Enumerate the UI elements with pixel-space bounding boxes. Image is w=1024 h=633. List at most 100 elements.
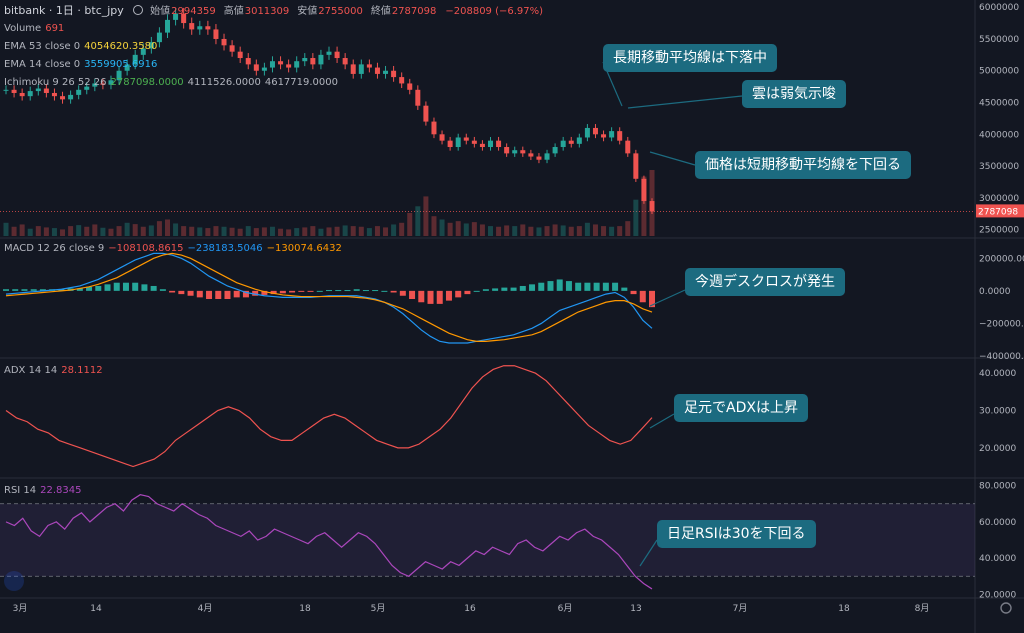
ohlc-item: 安値2755000 — [297, 6, 367, 17]
x-tick-label: 5月 — [371, 603, 386, 614]
candle-body — [302, 58, 308, 62]
legend-value: 22.8345 — [40, 485, 82, 496]
candle-body — [294, 61, 300, 68]
macd-histogram-bar — [270, 290, 277, 295]
volume-bar — [43, 227, 49, 236]
macd-histogram-bar — [538, 282, 545, 291]
volume-bar — [576, 226, 582, 236]
volume-bar — [584, 222, 590, 236]
legend-row[interactable]: Volume 691 — [4, 22, 68, 36]
price-tick-label: 2500000 — [979, 226, 1019, 236]
volume-bar — [592, 224, 598, 236]
legend-row[interactable]: RSI 14 22.8345 — [4, 484, 86, 498]
volume-bar — [350, 226, 356, 236]
candle-body — [423, 105, 429, 122]
candle-body — [229, 45, 235, 52]
volume-bar — [221, 226, 227, 236]
rsi-band-fill — [0, 503, 975, 577]
legend-row[interactable]: ADX 14 14 28.1112 — [4, 364, 107, 378]
annotation-connector — [649, 289, 686, 307]
macd-histogram-bar — [141, 284, 148, 291]
volume-bar — [431, 216, 437, 236]
legend-label: ADX 14 14 — [4, 365, 58, 376]
volume-bar — [342, 225, 348, 236]
macd-histogram-bar — [455, 290, 462, 298]
legend-row[interactable]: Ichimoku 9 26 52 26 2787098.0000 4111526.0… — [4, 76, 342, 90]
volume-bar — [253, 228, 259, 236]
macd-histogram-bar — [519, 285, 526, 291]
candle-body — [536, 156, 542, 160]
volume-bar — [471, 222, 477, 236]
volume-bar — [213, 226, 219, 236]
ohlc-item: 高値3011309 — [224, 6, 294, 17]
volume-bar — [261, 227, 267, 236]
candle-body — [479, 143, 485, 148]
macd-histogram-bar — [21, 289, 28, 291]
candle-body — [124, 64, 130, 71]
candle-body — [253, 64, 259, 71]
ohlc-item: −208809 (−6.97%) — [444, 6, 547, 17]
symbol-title[interactable]: bitbank · 1日 · btc_jpy — [4, 4, 124, 17]
macd-histogram-bar — [335, 290, 342, 292]
candle-body — [76, 89, 82, 95]
x-tick-label: 18 — [299, 604, 311, 614]
annotation-long-ema-falling: 長期移動平均線は下落中 — [603, 44, 777, 72]
volume-bar — [148, 225, 154, 236]
volume-bar — [407, 212, 413, 236]
volume-bar — [229, 227, 235, 236]
signal-line — [5, 252, 653, 342]
ohlc-label: 安値 — [297, 6, 318, 17]
x-tick-label: 3月 — [13, 603, 28, 614]
legend-row[interactable]: EMA 14 close 0 3559905.6916 — [4, 58, 161, 72]
candle-body — [584, 127, 590, 138]
rsi-line — [5, 494, 653, 590]
legend-value: 691 — [45, 23, 65, 34]
ohlc-label: 高値 — [223, 6, 244, 17]
rsi-tick-label: 20.0000 — [979, 590, 1016, 600]
ohlc-item: 終値2787098 — [371, 6, 441, 17]
candle-body — [633, 153, 639, 179]
legend-label: MACD 12 26 close 9 — [4, 243, 105, 254]
macd-histogram-bar — [233, 290, 240, 298]
legend-row[interactable]: MACD 12 26 close 9 −108108.8615 −238183.50… — [4, 242, 346, 256]
adx-line — [5, 365, 653, 468]
candle-body — [576, 137, 582, 144]
candle-body — [92, 83, 98, 87]
macd-histogram-bar — [482, 289, 489, 291]
macd-histogram-bar — [473, 290, 480, 292]
candle-body — [641, 178, 647, 202]
macd-tick-label: 200000.0000 — [979, 254, 1024, 264]
volume-bar — [35, 226, 41, 236]
volume-bar — [479, 224, 485, 236]
volume-bar — [92, 224, 98, 236]
ohlc-value: 2787098 — [391, 6, 437, 17]
candle-body — [148, 42, 154, 49]
price-tick-label: 4000000 — [979, 130, 1019, 140]
macd-histogram-bar — [86, 286, 93, 291]
x-tick-label: 4月 — [198, 603, 213, 614]
macd-histogram-bar — [178, 290, 185, 295]
macd-histogram-bar — [529, 284, 536, 291]
macd-histogram-bar — [630, 290, 637, 295]
annotation-connector — [639, 539, 658, 567]
macd-histogram-bar — [3, 289, 9, 291]
macd-histogram-bar — [344, 290, 351, 292]
price-tick-label: 5500000 — [979, 35, 1019, 45]
macd-histogram-bar — [39, 289, 46, 291]
legend-row[interactable]: EMA 53 close 0 4054620.3580 — [4, 40, 161, 54]
candle-body — [552, 147, 558, 154]
candle-body — [84, 86, 90, 90]
visibility-eye-icon[interactable] — [132, 5, 143, 15]
volume-bar — [560, 225, 566, 236]
candle-body — [43, 88, 49, 93]
candle-body — [407, 83, 413, 90]
ohlc-label: 始値 — [150, 6, 171, 17]
macd-histogram-bar — [510, 287, 517, 291]
macd-histogram-bar — [390, 290, 397, 293]
candle-body — [205, 26, 211, 30]
macd-histogram-bar — [215, 290, 222, 299]
volume-bar — [124, 222, 130, 236]
candle-body — [165, 19, 170, 33]
macd-histogram-bar — [279, 290, 286, 294]
candle-body — [383, 70, 389, 74]
